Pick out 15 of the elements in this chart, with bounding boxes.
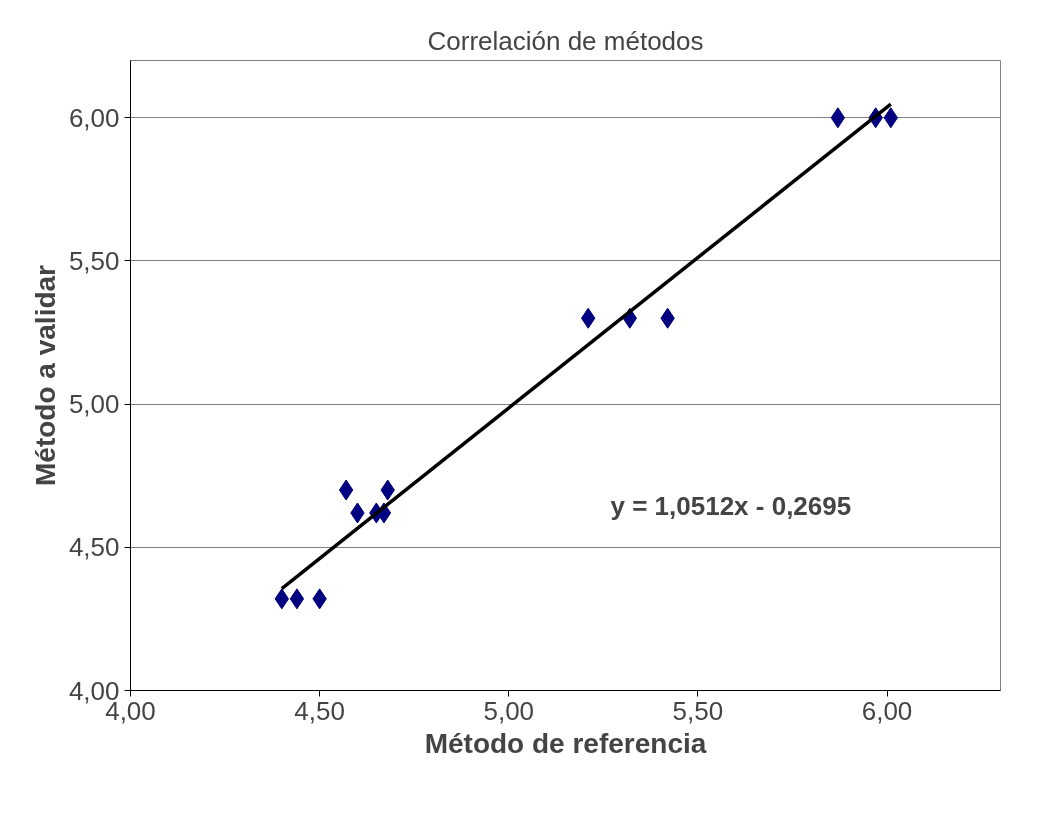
chart-title: Correlación de métodos	[427, 25, 704, 56]
y-tick-label: 6,00	[68, 102, 120, 133]
point	[830, 107, 846, 129]
point	[338, 479, 354, 501]
x-tick-label: 5,50	[672, 695, 724, 726]
y-axis-title: Método a validar	[29, 264, 61, 486]
annotation: y = 1,0512x - 0,2695	[610, 490, 852, 521]
x-tick-label: 5,00	[483, 695, 535, 726]
x-tick-label: 6,00	[861, 695, 913, 726]
y-tick-label: 5,50	[68, 245, 120, 276]
x-tick-label: 4,50	[294, 695, 345, 726]
x-axis-title: Método de referencia	[424, 727, 707, 759]
y-tick-label: 4,50	[68, 532, 120, 563]
point	[289, 588, 305, 610]
y-tick-label: 5,00	[68, 389, 120, 420]
